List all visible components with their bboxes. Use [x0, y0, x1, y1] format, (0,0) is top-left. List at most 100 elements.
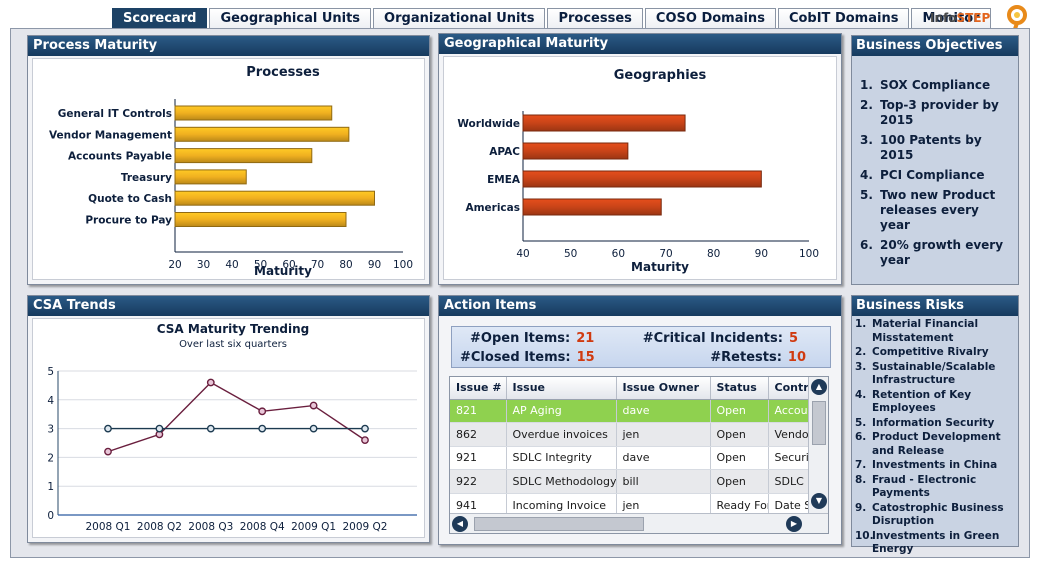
risk-item-label: Fraud - Electronic Payments — [872, 473, 977, 500]
vertical-scroll-thumb[interactable] — [812, 401, 826, 445]
column-header-control[interactable]: Control — [768, 377, 809, 400]
action-summary-box: #Open Items: 21 #Critical Incidents: 5 #Cl… — [451, 326, 831, 368]
tab-geographical-units[interactable]: Geographical Units — [209, 8, 372, 28]
risk-item: 1. Material Financial Misstatement — [855, 318, 1014, 345]
y-tick-label: 3 — [47, 424, 54, 436]
chart-subtitle: Over last six quarters — [179, 339, 287, 350]
table-row[interactable]: 922 SDLC Methodology bill Open SDLC Meth — [450, 469, 809, 494]
table-row[interactable]: 862 Overdue invoices jen Open Vendors — [450, 422, 809, 447]
risk-item-number: 4. — [855, 388, 867, 401]
objective-item-label: 100 Patents by 2015 — [880, 133, 982, 162]
column-header-issue-number[interactable]: Issue # — [450, 377, 507, 400]
objective-item-label: 20% growth every year — [880, 238, 1004, 267]
tab-scorecard[interactable]: Scorecard — [112, 8, 208, 28]
x-tick-label: 90 — [755, 248, 768, 260]
risk-item: 5. Information Security — [855, 417, 1014, 431]
risk-item: 8. Fraud - Electronic Payments — [855, 474, 1014, 501]
cell-issue-owner: bill — [616, 469, 711, 494]
horizontal-scroll-thumb[interactable] — [474, 517, 644, 531]
objective-item-number: 2. — [860, 98, 873, 112]
tab-cobit-domains[interactable]: CobIT Domains — [777, 8, 910, 28]
critical-incidents-value: 5 — [788, 331, 798, 346]
infostep-logo: InfoSTEP — [928, 4, 1032, 30]
column-header-issue-owner[interactable]: Issue Owner — [616, 377, 711, 400]
bar — [174, 126, 350, 142]
risk-item-label: Retention of Key Employees — [872, 388, 972, 415]
risk-item: 6. Product Development and Release — [855, 431, 1014, 458]
tab-organizational-units[interactable]: Organizational Units — [373, 8, 546, 28]
cell-control: Vendors — [768, 422, 809, 447]
processes-bar-chart: Processes General IT Controls Vendor Manag… — [49, 65, 413, 278]
critical-incidents-label: #Critical Incidents: — [642, 331, 783, 346]
csa-trends-title: CSA Trends — [28, 296, 429, 316]
process-maturity-panel: Process Maturity Processes General IT Con… — [27, 35, 430, 285]
critical-incidents-stat: #Critical Incidents: 5 — [643, 331, 798, 346]
risk-item-label: Investments in China — [872, 459, 998, 471]
risks-list: 1. Material Financial Misstatement 2. Compe… — [852, 316, 1018, 557]
x-tick-label: 70 — [659, 248, 672, 260]
x-tick-label: 80 — [707, 248, 720, 260]
risk-item-label: Sustainable/Scalable Infrastructure — [872, 360, 996, 387]
business-objectives-panel: Business Objectives 1. SOX Compliance 2. To… — [851, 35, 1019, 285]
cell-issue-number: 821 — [450, 399, 507, 424]
risk-item-number: 8. — [855, 473, 867, 486]
tab-processes[interactable]: Processes — [547, 8, 643, 28]
tab-monitor[interactable]: Monitor — [911, 8, 991, 28]
cell-control: SDLC Meth — [768, 469, 809, 494]
process-maturity-title: Process Maturity — [28, 36, 429, 56]
logo-swirl-icon — [1007, 5, 1027, 30]
x-tick-label: 50 — [254, 259, 267, 271]
column-header-issue[interactable]: Issue — [506, 377, 617, 400]
cell-control: Security — [768, 446, 809, 471]
x-tick-label: 30 — [197, 259, 210, 271]
scroll-right-icon[interactable]: ▶ — [786, 516, 802, 532]
tab-coso-domains[interactable]: COSO Domains — [644, 8, 776, 28]
category-label: Americas — [465, 202, 520, 214]
geographies-bar-chart: Geographies Worldwide APAC EMEA Americas 40 50… — [457, 68, 819, 274]
cell-control: Accounts — [768, 399, 809, 424]
open-items-stat: #Open Items: 21 — [470, 331, 594, 346]
risk-item: 10. Investments in Green Energy — [855, 530, 1014, 557]
series-line — [107, 381, 366, 453]
bar — [522, 170, 762, 188]
cell-issue: AP Aging — [506, 399, 617, 424]
risk-item-label: Product Development and Release — [872, 431, 1001, 457]
data-point — [206, 378, 215, 387]
business-objectives-title: Business Objectives — [852, 36, 1018, 56]
objective-item: 1. SOX Compliance — [860, 78, 1012, 93]
objective-item: 6. 20% growth every year — [860, 238, 1012, 268]
table-row[interactable]: 921 SDLC Integrity dave Open Security — [450, 446, 809, 471]
chart-title: CSA Maturity Trending — [157, 322, 310, 336]
column-header-status[interactable]: Status — [710, 377, 769, 400]
data-point — [155, 424, 164, 433]
cell-issue: SDLC Methodology — [506, 469, 617, 494]
objective-item: 5. Two new Product releases every year — [860, 188, 1012, 233]
bar — [522, 198, 662, 216]
x-tick-label: 2009 Q1 — [291, 521, 336, 533]
action-items-table: Issue # Issue Issue Owner Status Control… — [450, 377, 809, 518]
data-point — [309, 424, 318, 433]
logo-text: InfoSTEP — [930, 11, 990, 25]
table-row[interactable]: 821 AP Aging dave Open Accounts — [450, 399, 809, 424]
data-point — [361, 424, 369, 433]
cell-status: Open — [710, 446, 769, 471]
x-tick-label: 20 — [168, 259, 181, 271]
scroll-left-icon[interactable]: ◀ — [452, 516, 468, 532]
risk-item: 7. Investments in China — [855, 459, 1014, 473]
x-tick-label: 2008 Q1 — [85, 521, 130, 533]
x-tick-label: 60 — [282, 259, 295, 271]
action-items-grid[interactable]: Issue # Issue Issue Owner Status Control… — [449, 376, 829, 534]
scroll-up-icon[interactable]: ▲ — [811, 379, 827, 395]
x-tick-label: 2009 Q2 — [342, 521, 387, 533]
retests-label: #Retests: — [710, 350, 782, 365]
scroll-down-icon[interactable]: ▼ — [811, 493, 827, 509]
tab-bar: Scorecard Geographical Units Organizatio… — [112, 8, 991, 28]
risk-item-number: 5. — [855, 416, 867, 429]
data-point — [206, 424, 215, 433]
vertical-scrollbar[interactable]: ▲ ▼ — [808, 377, 828, 515]
risk-item-label: Investments in Green Energy — [872, 529, 1000, 556]
x-tick-label: 100 — [393, 259, 413, 271]
geo-chart-area: Geographies Worldwide APAC EMEA Americas 40 50… — [443, 56, 837, 280]
horizontal-scrollbar[interactable]: ◀ ▶ — [450, 513, 828, 533]
cell-issue-owner: dave — [616, 446, 711, 471]
